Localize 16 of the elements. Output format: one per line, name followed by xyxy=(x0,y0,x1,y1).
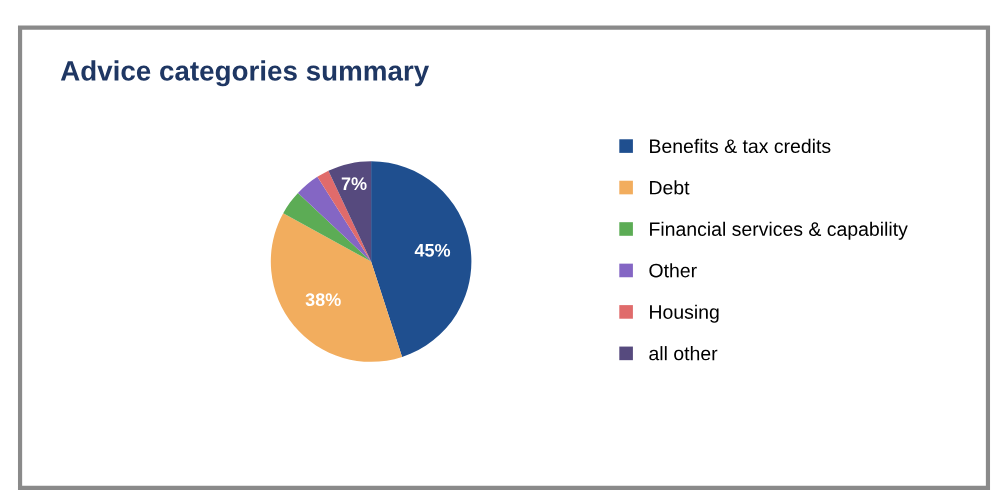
legend-label: Financial services & capability xyxy=(650,221,908,240)
pie-slice xyxy=(328,161,372,262)
pie-slice xyxy=(283,192,372,262)
legend-label: Other xyxy=(649,263,697,278)
pie-slice xyxy=(371,161,472,357)
legend-label: Housing xyxy=(650,304,719,323)
pie-slice xyxy=(270,213,403,362)
pie-slice xyxy=(317,170,372,262)
legend-label: all other xyxy=(649,346,718,361)
chart-title: Advice categories summary xyxy=(60,60,430,87)
pie-slice xyxy=(297,176,372,262)
data-label: 38% xyxy=(305,293,341,307)
data-label: 7% xyxy=(341,177,367,191)
data-label: 45% xyxy=(414,243,451,257)
legend-label: Debt xyxy=(650,180,690,195)
legend-label: Benefits & tax credits xyxy=(650,138,831,154)
